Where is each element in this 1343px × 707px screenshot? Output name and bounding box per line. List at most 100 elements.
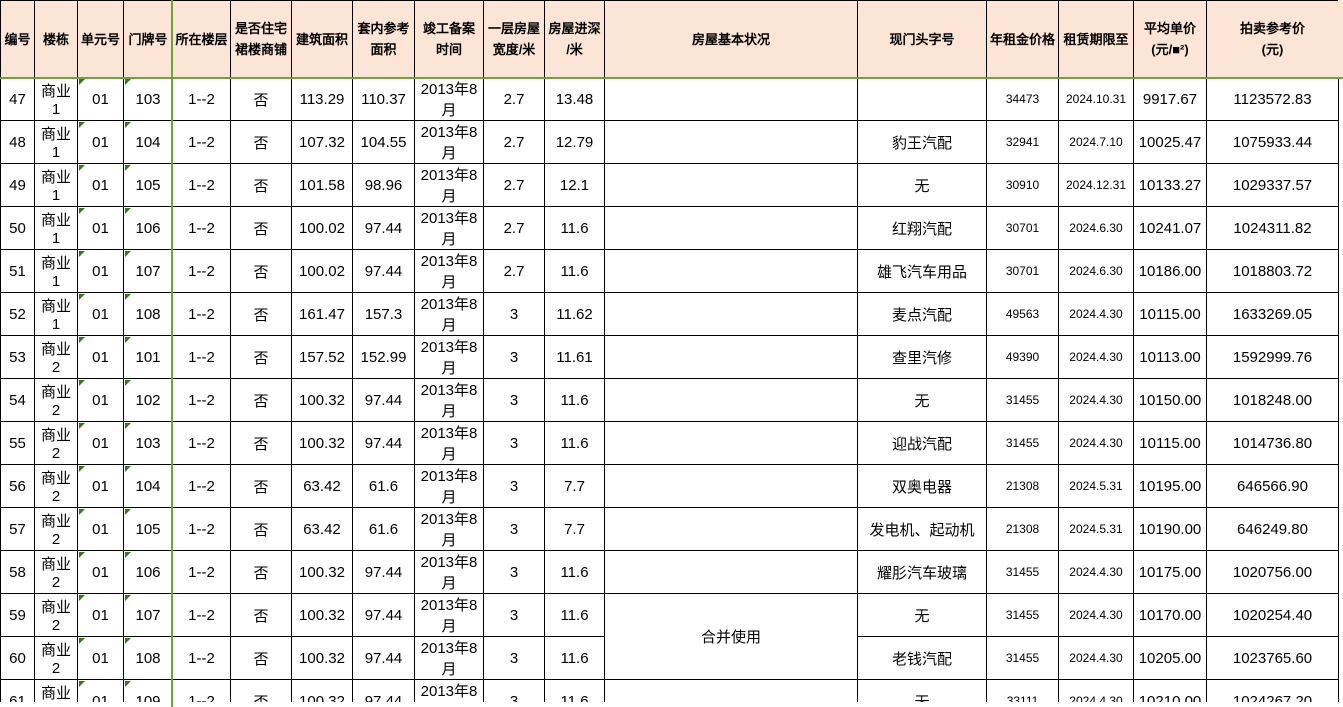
cell-completion[interactable]: 2013年8月 xyxy=(414,249,484,293)
cell-shop_name[interactable]: 无 xyxy=(857,163,987,207)
cell-lease_until[interactable]: 2024.4.30 xyxy=(1058,550,1134,594)
cell-podium_shop[interactable]: 否 xyxy=(230,206,292,250)
cell-floor[interactable]: 1--2 xyxy=(172,507,231,551)
column-header-width_m[interactable]: 一层房屋 宽度/米 xyxy=(483,0,545,78)
cell-id[interactable]: 48 xyxy=(0,120,35,164)
cell-inner_area[interactable]: 97.44 xyxy=(352,206,415,250)
cell-podium_shop[interactable]: 否 xyxy=(230,464,292,508)
cell-condition[interactable] xyxy=(604,77,858,121)
cell-auction_price[interactable]: 1075933.44 xyxy=(1206,120,1339,164)
column-header-condition[interactable]: 房屋基本状况 xyxy=(604,0,858,78)
cell-lease_until[interactable]: 2024.4.30 xyxy=(1058,378,1134,422)
cell-condition[interactable] xyxy=(604,206,858,250)
cell-condition[interactable] xyxy=(604,163,858,207)
cell-building[interactable]: 商业2 xyxy=(34,421,78,465)
cell-annual_rent[interactable]: 30701 xyxy=(986,206,1059,250)
cell-depth_m[interactable]: 11.62 xyxy=(544,292,605,336)
cell-floor[interactable]: 1--2 xyxy=(172,593,231,637)
cell-podium_shop[interactable]: 否 xyxy=(230,335,292,379)
column-header-depth_m[interactable]: 房屋进深 /米 xyxy=(544,0,605,78)
cell-area[interactable]: 100.02 xyxy=(291,249,353,293)
cell-podium_shop[interactable]: 否 xyxy=(230,421,292,465)
cell-width_m[interactable]: 2.7 xyxy=(483,163,545,207)
cell-podium_shop[interactable]: 否 xyxy=(230,550,292,594)
cell-shop_name[interactable]: 迎战汽配 xyxy=(857,421,987,465)
cell-area[interactable]: 63.42 xyxy=(291,464,353,508)
cell-building[interactable]: 商业2 xyxy=(34,550,78,594)
cell-inner_area[interactable]: 97.44 xyxy=(352,249,415,293)
cell-auction_price[interactable]: 1014736.80 xyxy=(1206,421,1339,465)
cell-shop_name[interactable]: 雄飞汽车用品 xyxy=(857,249,987,293)
cell-condition[interactable] xyxy=(604,249,858,293)
cell-inner_area[interactable]: 97.44 xyxy=(352,636,415,680)
cell-inner_area[interactable]: 97.44 xyxy=(352,421,415,465)
cell-building[interactable]: 商业1 xyxy=(34,292,78,336)
cell-auction_price[interactable]: 1592999.76 xyxy=(1206,335,1339,379)
cell-area[interactable]: 63.42 xyxy=(291,507,353,551)
cell-id[interactable]: 49 xyxy=(0,163,35,207)
cell-unit[interactable]: 01 xyxy=(77,507,124,551)
cell-id[interactable]: 59 xyxy=(0,593,35,637)
cell-condition[interactable] xyxy=(604,378,858,422)
cell-annual_rent[interactable]: 30701 xyxy=(986,249,1059,293)
cell-unit[interactable]: 01 xyxy=(77,421,124,465)
cell-annual_rent[interactable]: 21308 xyxy=(986,464,1059,508)
cell-floor[interactable]: 1--2 xyxy=(172,636,231,680)
cell-auction_price[interactable]: 1020254.40 xyxy=(1206,593,1339,637)
cell-door[interactable]: 101 xyxy=(123,335,173,379)
cell-avg_price[interactable]: 10186.00 xyxy=(1133,249,1207,293)
cell-unit[interactable]: 01 xyxy=(77,636,124,680)
column-header-unit[interactable]: 单元号 xyxy=(77,0,124,78)
cell-annual_rent[interactable]: 31455 xyxy=(986,636,1059,680)
cell-lease_until[interactable]: 2024.5.31 xyxy=(1058,507,1134,551)
cell-podium_shop[interactable]: 否 xyxy=(230,507,292,551)
column-header-floor[interactable]: 所在楼层 xyxy=(172,0,231,78)
cell-annual_rent[interactable]: 34473 xyxy=(986,77,1059,121)
cell-auction_price[interactable]: 1020756.00 xyxy=(1206,550,1339,594)
cell-width_m[interactable]: 3 xyxy=(483,292,545,336)
cell-door[interactable]: 106 xyxy=(123,550,173,594)
cell-inner_area[interactable]: 97.44 xyxy=(352,550,415,594)
cell-door[interactable]: 105 xyxy=(123,507,173,551)
cell-unit[interactable]: 01 xyxy=(77,120,124,164)
cell-completion[interactable]: 2013年8月 xyxy=(414,120,484,164)
column-header-completion[interactable]: 竣工备案 时间 xyxy=(414,0,484,78)
column-header-inner_area[interactable]: 套内参考 面积 xyxy=(352,0,415,78)
cell-door[interactable]: 104 xyxy=(123,464,173,508)
cell-shop_name[interactable] xyxy=(857,77,987,121)
cell-lease_until[interactable]: 2024.4.30 xyxy=(1058,636,1134,680)
cell-shop_name[interactable]: 查里汽修 xyxy=(857,335,987,379)
cell-condition[interactable] xyxy=(604,335,858,379)
cell-door[interactable]: 103 xyxy=(123,421,173,465)
cell-avg_price[interactable]: 10115.00 xyxy=(1133,421,1207,465)
cell-condition[interactable] xyxy=(604,120,858,164)
cell-area[interactable]: 157.52 xyxy=(291,335,353,379)
cell-id[interactable]: 50 xyxy=(0,206,35,250)
cell-lease_until[interactable]: 2024.4.30 xyxy=(1058,593,1134,637)
cell-width_m[interactable]: 2.7 xyxy=(483,206,545,250)
cell-floor[interactable]: 1--2 xyxy=(172,378,231,422)
cell-completion[interactable]: 2013年8月 xyxy=(414,335,484,379)
cell-floor[interactable]: 1--2 xyxy=(172,550,231,594)
cell-podium_shop[interactable]: 否 xyxy=(230,77,292,121)
cell-lease_until[interactable]: 2024.10.31 xyxy=(1058,77,1134,121)
column-header-avg_price[interactable]: 平均单价 (元/■²) xyxy=(1133,0,1207,78)
cell-unit[interactable]: 01 xyxy=(77,464,124,508)
cell-completion[interactable]: 2013年8月 xyxy=(414,464,484,508)
cell-door[interactable]: 107 xyxy=(123,593,173,637)
cell-area[interactable]: 100.32 xyxy=(291,550,353,594)
column-header-shop_name[interactable]: 现门头字号 xyxy=(857,0,987,78)
cell-auction_price[interactable]: 1123572.83 xyxy=(1206,77,1339,121)
cell-building[interactable]: 商业2 xyxy=(34,464,78,508)
cell-inner_area[interactable]: 61.6 xyxy=(352,464,415,508)
cell-area[interactable]: 101.58 xyxy=(291,163,353,207)
cell-id[interactable]: 55 xyxy=(0,421,35,465)
cell-shop_name[interactable]: 豹王汽配 xyxy=(857,120,987,164)
cell-shop_name[interactable]: 双奥电器 xyxy=(857,464,987,508)
cell-floor[interactable]: 1--2 xyxy=(172,249,231,293)
cell-completion[interactable]: 2013年8月 xyxy=(414,593,484,637)
cell-avg_price[interactable]: 10133.27 xyxy=(1133,163,1207,207)
cell-unit[interactable]: 01 xyxy=(77,378,124,422)
cell-lease_until[interactable]: 2024.5.31 xyxy=(1058,464,1134,508)
cell-auction_price[interactable]: 1018803.72 xyxy=(1206,249,1339,293)
